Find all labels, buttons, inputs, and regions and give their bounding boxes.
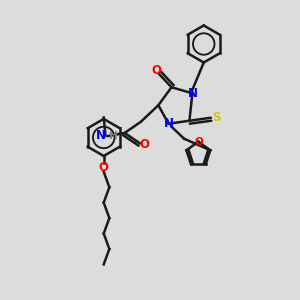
- Text: N: N: [95, 130, 106, 142]
- Text: O: O: [99, 161, 109, 174]
- Text: O: O: [152, 64, 162, 77]
- Text: S: S: [212, 111, 220, 124]
- Text: O: O: [139, 137, 149, 151]
- Text: H: H: [109, 131, 118, 141]
- Text: N: N: [164, 117, 173, 130]
- Text: N: N: [188, 87, 197, 100]
- Text: O: O: [194, 136, 203, 147]
